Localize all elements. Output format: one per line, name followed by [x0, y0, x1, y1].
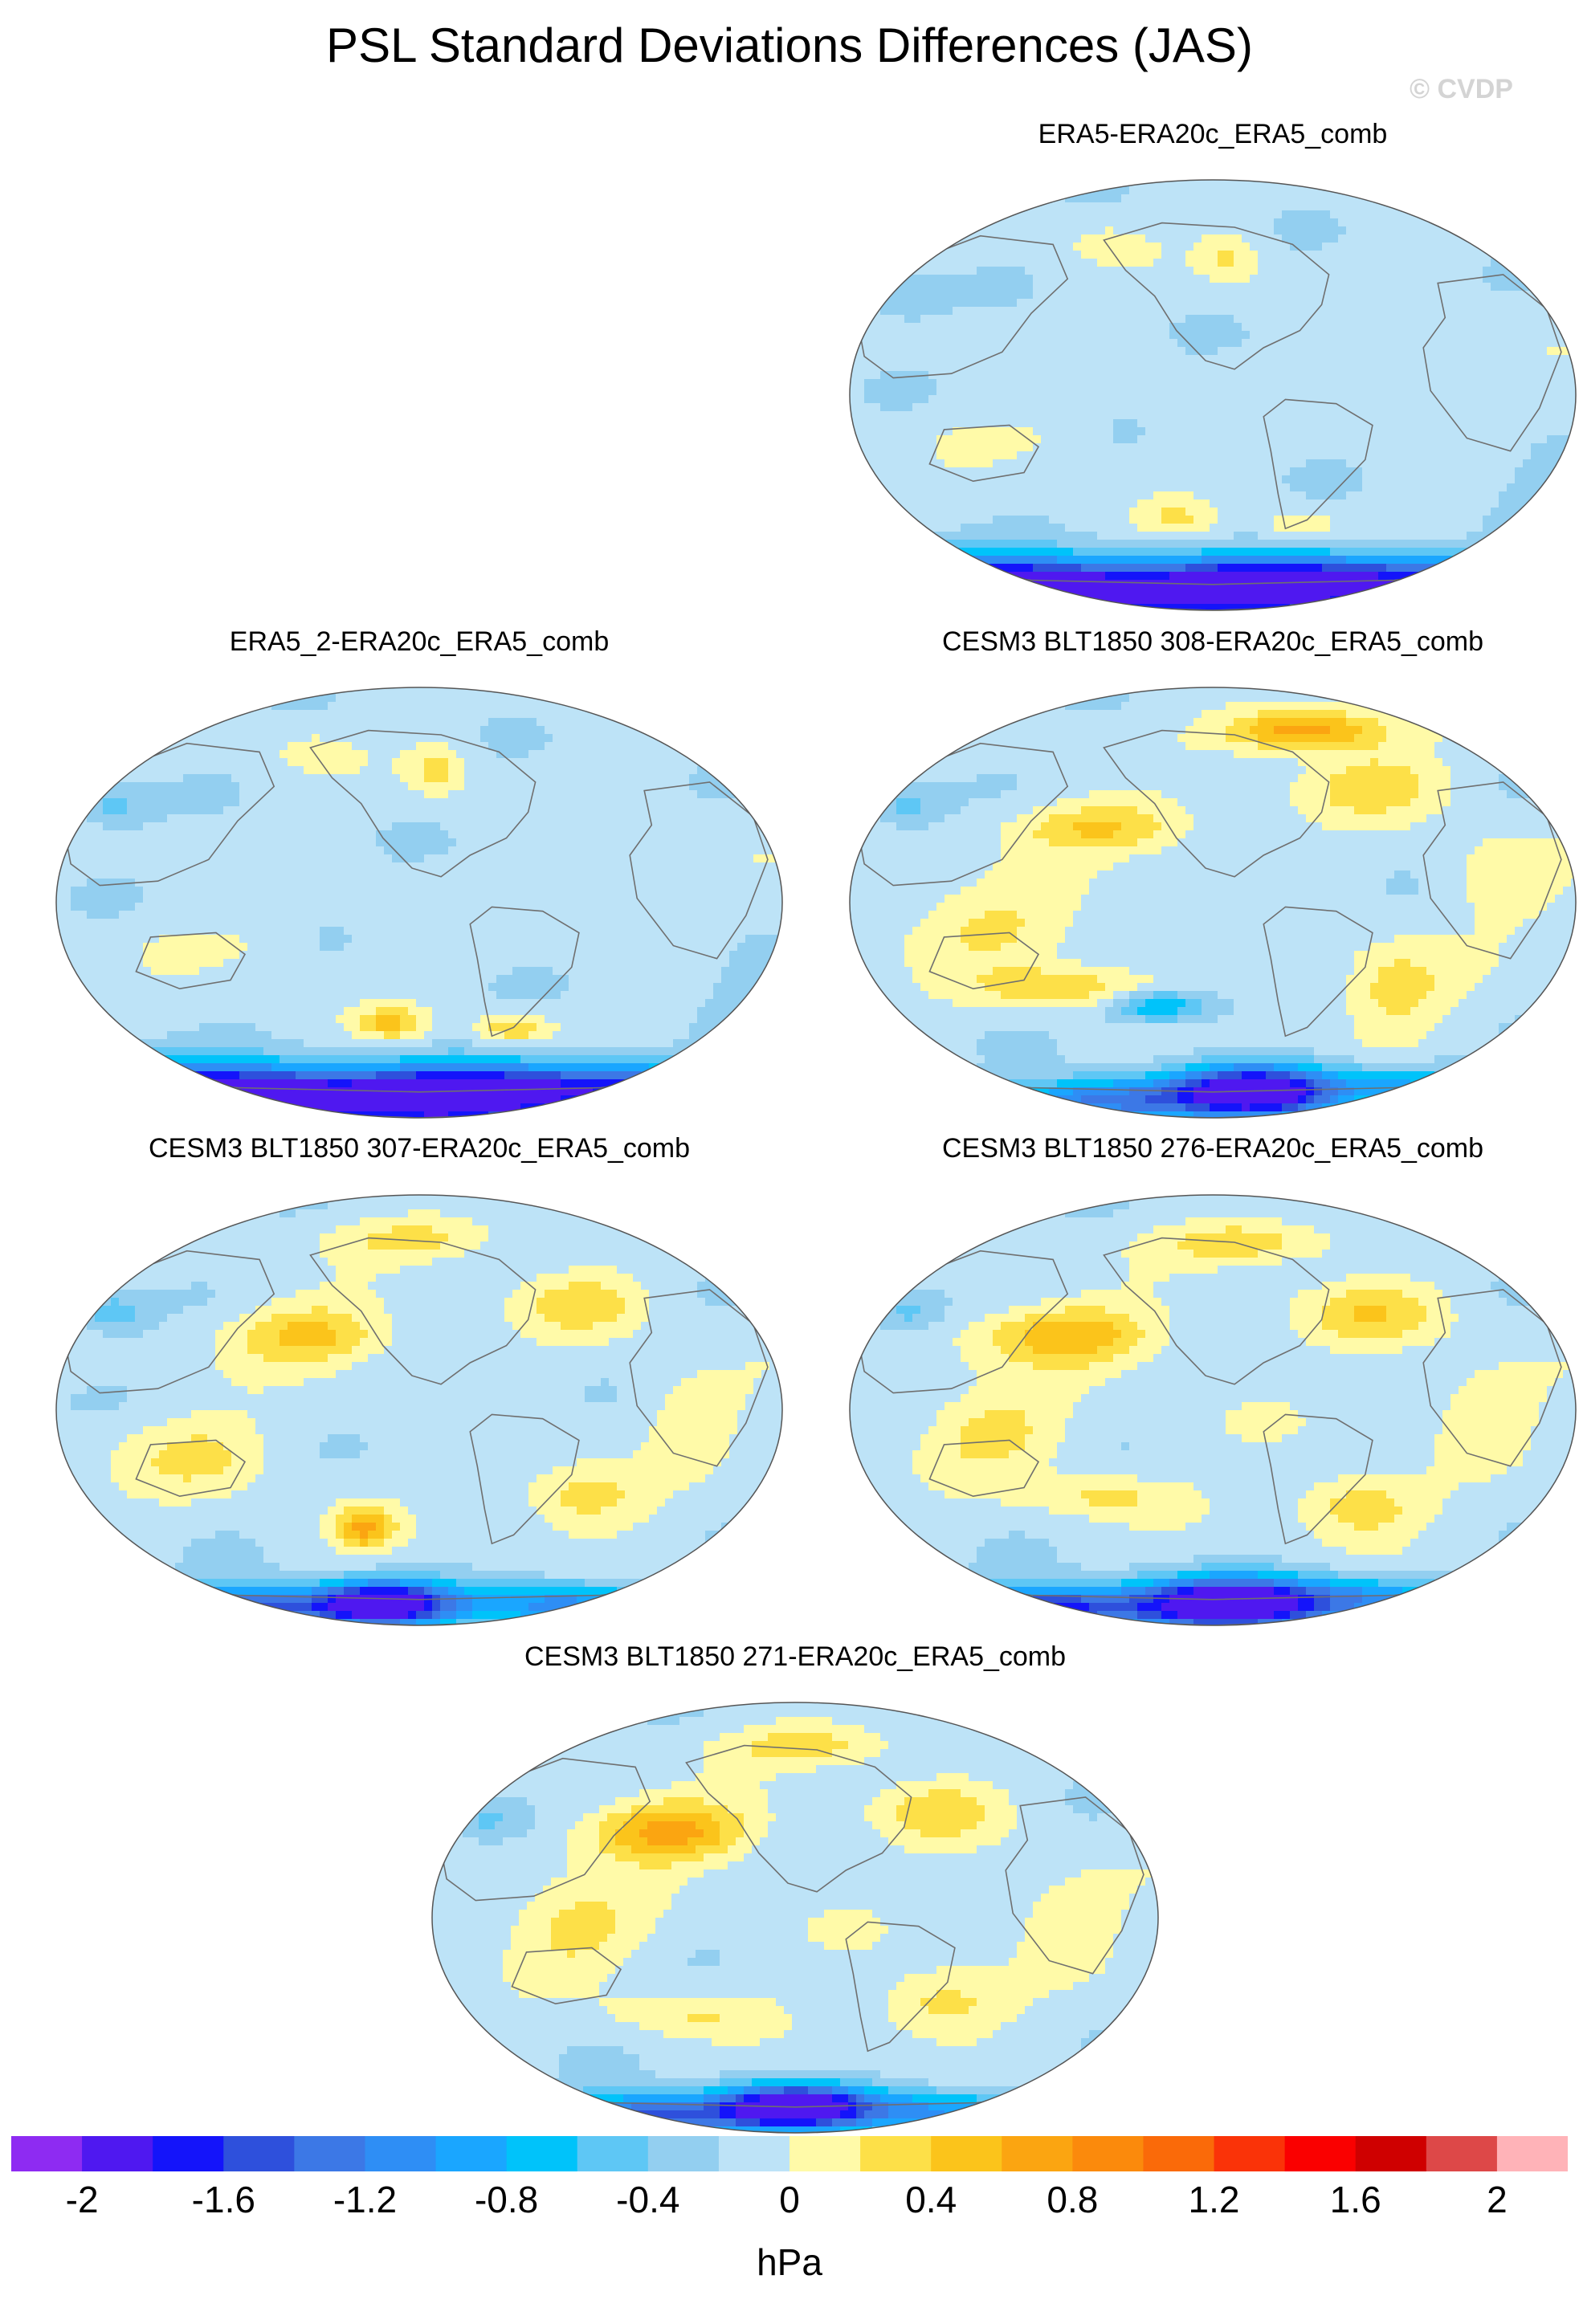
coastline	[845, 1921, 956, 2053]
coastline	[685, 1744, 912, 1893]
panel-title: CESM3 BLT1850 276-ERA20c_ERA5_comb	[731, 1133, 1579, 1164]
coastline	[928, 932, 1040, 990]
coastline	[1422, 274, 1562, 452]
colorbar-tick-label: 0.8	[1047, 2178, 1098, 2221]
coastline	[511, 1947, 622, 2005]
colorbar-bin	[1143, 2136, 1215, 2171]
coastline	[63, 1250, 275, 1394]
panel-title: CESM3 BLT1850 271-ERA20c_ERA5_comb	[313, 1641, 1277, 1673]
colorbar-tick-label: -1.6	[192, 2178, 255, 2221]
coastline	[1422, 1289, 1562, 1467]
colorbar-bin	[1002, 2136, 1073, 2171]
coastline	[856, 1250, 1069, 1394]
colorbar-bin	[1214, 2136, 1286, 2171]
colorbar-units: hPa	[0, 2240, 1579, 2284]
coastline	[1005, 1796, 1144, 1975]
colorbar-tick-label: -0.4	[616, 2178, 679, 2221]
colorbar	[11, 2136, 1568, 2171]
coastline	[469, 906, 580, 1038]
colorbar-bin	[1284, 2136, 1357, 2171]
map-border	[849, 687, 1577, 1119]
colorbar-tick-label: 0	[779, 2178, 800, 2221]
coastline	[1263, 1413, 1373, 1545]
figure-title: PSL Standard Deviations Differences (JAS…	[0, 18, 1579, 73]
colorbar-bin	[647, 2136, 720, 2171]
colorbar-tick-label: 2	[1487, 2178, 1508, 2221]
colorbar-bin	[718, 2136, 790, 2171]
panel-title: CESM3 BLT1850 308-ERA20c_ERA5_comb	[731, 626, 1579, 658]
panel-title: CESM3 BLT1850 307-ERA20c_ERA5_comb	[0, 1133, 901, 1164]
colorbar-tick-label: 1.6	[1330, 2178, 1381, 2221]
colorbar-bin	[1426, 2136, 1498, 2171]
colorbar-bin	[11, 2136, 83, 2171]
coastline	[928, 1439, 1040, 1498]
colorbar-bin	[82, 2136, 153, 2171]
coastline	[1422, 781, 1562, 960]
colorbar-tick-label: 1.2	[1189, 2178, 1240, 2221]
coastline	[135, 932, 247, 990]
coastline	[63, 742, 275, 887]
panel-title: ERA5_2-ERA20c_ERA5_comb	[0, 626, 901, 658]
coastline	[629, 781, 769, 960]
colorbar-bin	[1355, 2136, 1427, 2171]
coastline	[135, 1439, 247, 1498]
colorbar-bin	[506, 2136, 578, 2171]
colorbar-tick-label: -2	[66, 2178, 99, 2221]
colorbar-tick-label: 0.4	[905, 2178, 957, 2221]
colorbar-tick-label: -1.2	[333, 2178, 397, 2221]
coastline	[856, 742, 1069, 887]
coastline	[309, 729, 537, 878]
coastline	[1263, 398, 1373, 530]
colorbar-bin	[577, 2136, 649, 2171]
coastline	[469, 1413, 580, 1545]
map-panel	[55, 687, 783, 1119]
colorbar-bin	[1072, 2136, 1144, 2171]
colorbar-bin	[931, 2136, 1002, 2171]
coastline	[309, 1237, 537, 1385]
colorbar-bin	[223, 2136, 295, 2171]
coastline	[1103, 729, 1330, 878]
colorbar-bin	[435, 2136, 508, 2171]
anomaly-field	[850, 687, 1576, 1118]
colorbar-bin	[1496, 2136, 1568, 2171]
map-panel	[849, 179, 1577, 611]
map-panel	[431, 1702, 1159, 2134]
map-panel	[55, 1194, 783, 1626]
colorbar-bin	[294, 2136, 366, 2171]
watermark: © CVDP	[1410, 74, 1513, 105]
coastline	[928, 424, 1040, 483]
colorbar-bin	[153, 2136, 224, 2171]
map-border	[849, 1194, 1577, 1626]
map-panel	[849, 687, 1577, 1119]
coastline	[1263, 906, 1373, 1038]
coastline	[439, 1757, 651, 1902]
colorbar-tick-label: -0.8	[475, 2178, 538, 2221]
map-border	[55, 687, 783, 1119]
anomaly-field	[850, 1195, 1576, 1625]
panel-title: ERA5-ERA20c_ERA5_comb	[731, 119, 1579, 150]
map-border	[431, 1702, 1159, 2134]
coastline	[629, 1289, 769, 1467]
colorbar-bin	[790, 2136, 861, 2171]
map-panel	[849, 1194, 1577, 1626]
coastline	[1103, 1237, 1330, 1385]
colorbar-bin	[860, 2136, 932, 2171]
coastline	[1103, 222, 1330, 370]
map-border	[849, 179, 1577, 611]
colorbar-tick-labels: -2 -1.6 -1.2 -0.8 -0.4 0 0.4 0.8 1.2 1.6 2	[0, 2178, 1579, 2234]
map-border	[55, 1194, 783, 1626]
colorbar-bin	[365, 2136, 437, 2171]
coastline	[856, 234, 1069, 379]
